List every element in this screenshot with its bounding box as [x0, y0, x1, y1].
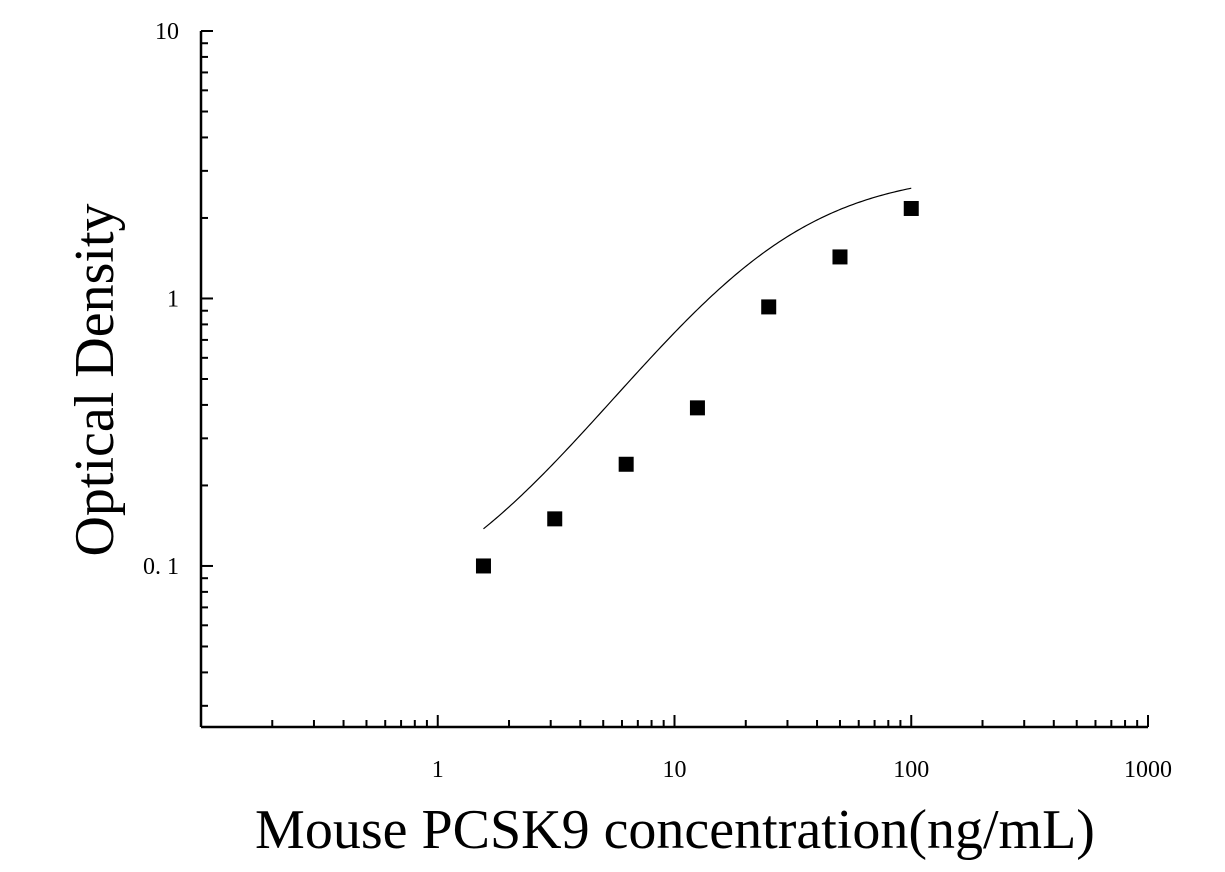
data-point	[618, 456, 634, 472]
y-axis-title: Optical Density	[64, 203, 126, 556]
data-point	[903, 200, 919, 216]
data-point	[547, 511, 563, 527]
data-point	[761, 299, 777, 315]
axes	[199, 30, 1149, 729]
data-point	[832, 249, 848, 265]
x-tick-label: 100	[893, 757, 929, 783]
x-tick-label: 1	[432, 757, 444, 783]
y-tick-label: 10	[155, 19, 179, 45]
y-tick-label: 0. 1	[143, 554, 179, 580]
fit-curve	[483, 187, 912, 530]
data-points	[475, 200, 919, 574]
fit-curve-layer	[483, 187, 912, 530]
y-tick-label: 1	[167, 286, 179, 312]
data-point	[689, 400, 705, 416]
x-tick-label: 10	[663, 757, 687, 783]
data-point	[475, 558, 491, 574]
x-tick-label: 1000	[1124, 757, 1172, 783]
tick-labels: 1 10 100 1000 0. 1 1 10	[143, 19, 1172, 783]
x-axis-title: Mouse PCSK9 concentration(ng/mL)	[255, 799, 1095, 861]
